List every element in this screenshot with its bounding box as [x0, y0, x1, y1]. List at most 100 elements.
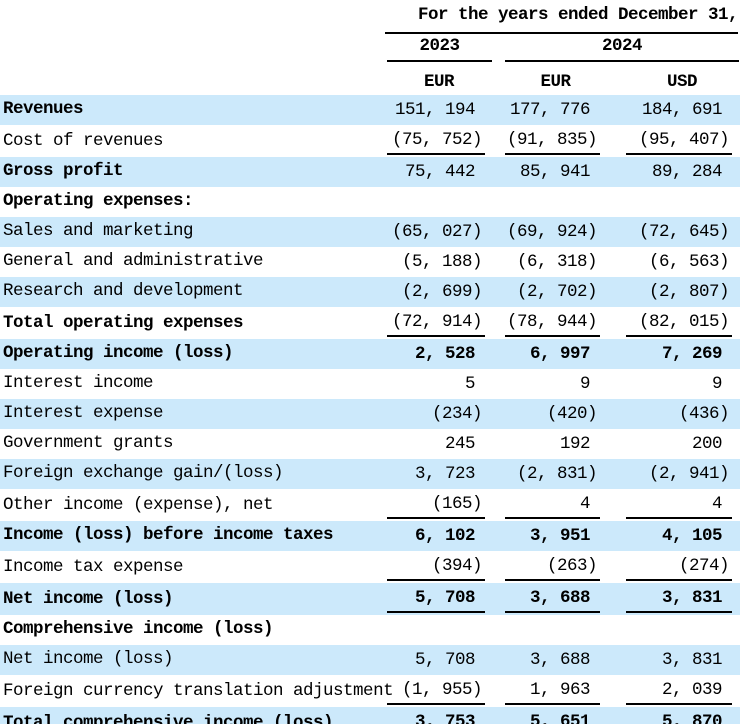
- value-2024-usd: (2, 807): [649, 282, 730, 302]
- column-gap: [608, 615, 624, 645]
- value-2024-usd-cell: (82, 015): [624, 307, 740, 339]
- value-2023-eur: (5, 188): [401, 252, 483, 272]
- value-2024-eur: 9: [579, 374, 591, 394]
- period-header-row: For the years ended December 31,: [0, 0, 740, 34]
- value-2024-usd-cell: (72, 645): [624, 217, 740, 247]
- value-2023-eur-cell: (5, 188): [385, 247, 493, 277]
- row-label-cell: Total comprehensive income (loss): [0, 707, 385, 724]
- currency-header-row: EUR EUR USD: [0, 64, 740, 95]
- value-2024-eur: (263): [505, 553, 600, 581]
- value-2024-eur: 177, 776: [509, 100, 591, 120]
- row-label-cell: Comprehensive income (loss): [0, 615, 385, 645]
- year-2023-cell: 2023: [385, 34, 493, 64]
- year-2024-label: 2024: [505, 34, 740, 62]
- value-2023-eur: [387, 189, 485, 215]
- value-2024-eur: 5, 651: [505, 709, 600, 724]
- value-2024-eur-cell: 3, 688: [503, 645, 608, 675]
- value-2023-eur: 5, 708: [387, 585, 485, 613]
- value-2024-usd: (274): [626, 553, 733, 581]
- value-2024-usd-cell: [624, 187, 740, 217]
- row-label: Total operating expenses: [3, 313, 244, 333]
- column-gap: [493, 307, 503, 339]
- value-2023-eur: 5: [464, 374, 476, 394]
- value-2024-usd: 184, 691: [642, 100, 723, 120]
- value-2023-eur: 75, 442: [404, 162, 476, 182]
- column-gap: [493, 95, 503, 125]
- column-gap: [608, 521, 624, 551]
- value-2024-eur: 85, 941: [519, 162, 591, 182]
- value-2024-eur-cell: 85, 941: [503, 157, 608, 187]
- column-gap: [608, 247, 624, 277]
- row-label-cell: Income tax expense: [0, 551, 385, 583]
- value-2023-eur-cell: (1, 955): [385, 675, 493, 707]
- value-2024-usd: (6, 563): [649, 252, 730, 272]
- value-2024-eur-cell: 5, 651: [503, 707, 608, 724]
- column-gap: [493, 187, 503, 217]
- row-label-cell: Gross profit: [0, 157, 385, 187]
- value-2024-eur-cell: (91, 835): [503, 125, 608, 157]
- value-2024-usd-cell: 200: [624, 429, 740, 459]
- row-label: Interest income: [3, 373, 154, 393]
- column-gap: [608, 459, 624, 489]
- value-2023-eur: (1, 955): [387, 677, 485, 705]
- column-gap: [608, 307, 624, 339]
- column-gap: [493, 583, 503, 615]
- table-row: Cost of revenues (75, 752) (91, 835) (95, 4…: [0, 125, 740, 157]
- column-gap: [608, 157, 624, 187]
- table-row: General and administrative (5, 188) (6, 31…: [0, 247, 740, 277]
- table-row: Operating expenses:: [0, 187, 740, 217]
- value-2024-eur-cell: [503, 187, 608, 217]
- value-2023-eur-cell: 2, 528: [385, 339, 493, 369]
- value-2023-eur: (394): [387, 553, 485, 581]
- row-label: Other income (expense), net: [3, 495, 274, 515]
- value-2023-eur-cell: (75, 752): [385, 125, 493, 157]
- year-2024-cell: 2024: [503, 34, 740, 64]
- row-label-cell: Income (loss) before income taxes: [0, 521, 385, 551]
- value-2024-usd: 4: [626, 491, 733, 519]
- row-label-cell: Research and development: [0, 277, 385, 307]
- table-row: Net income (loss) 5, 708 3, 688 3, 831: [0, 583, 740, 615]
- label-column-spacer: [0, 64, 385, 95]
- currency-2024-eur-label: EUR: [540, 72, 571, 92]
- value-2024-usd-cell: 3, 831: [624, 645, 740, 675]
- row-label-cell: Operating income (loss): [0, 339, 385, 369]
- row-label: Interest expense: [3, 403, 164, 423]
- column-gap: [608, 399, 624, 429]
- row-label: Gross profit: [3, 161, 124, 181]
- column-gap: [608, 95, 624, 125]
- table-row: Total operating expenses (72, 914) (78, 94…: [0, 307, 740, 339]
- column-gap: [608, 583, 624, 615]
- column-gap: [608, 125, 624, 157]
- value-2023-eur: [387, 617, 485, 643]
- value-2024-usd-cell: (6, 563): [624, 247, 740, 277]
- period-header-text: For the years ended December 31,: [385, 0, 739, 34]
- value-2023-eur-cell: 245: [385, 429, 493, 459]
- value-2024-usd-cell: 2, 039: [624, 675, 740, 707]
- row-label-cell: Interest income: [0, 369, 385, 399]
- value-2024-usd: (72, 645): [639, 222, 730, 242]
- column-gap: [493, 247, 503, 277]
- row-label: Comprehensive income (loss): [3, 619, 274, 639]
- column-gap: [608, 339, 624, 369]
- column-gap: [493, 489, 503, 521]
- currency-2024-eur-cell: EUR: [503, 64, 608, 95]
- value-2023-eur-cell: 5, 708: [385, 645, 493, 675]
- value-2023-eur-cell: (2, 699): [385, 277, 493, 307]
- value-2024-usd-cell: 7, 269: [624, 339, 740, 369]
- value-2024-usd: [626, 617, 732, 643]
- column-gap: [493, 369, 503, 399]
- value-2024-eur: 1, 963: [505, 677, 600, 705]
- value-2024-eur-cell: 6, 997: [503, 339, 608, 369]
- table-row: Sales and marketing (65, 027) (69, 924) (72…: [0, 217, 740, 247]
- value-2024-usd: 9: [712, 374, 723, 394]
- value-2023-eur-cell: 151, 194: [385, 95, 493, 125]
- row-label: Foreign exchange gain/(loss): [3, 463, 284, 483]
- row-label-cell: Sales and marketing: [0, 217, 385, 247]
- column-gap: [493, 217, 503, 247]
- value-2024-eur: (6, 318): [516, 252, 598, 272]
- value-2024-eur: (2, 831): [516, 464, 598, 484]
- label-column-spacer: [0, 0, 385, 34]
- value-2023-eur: 2, 528: [414, 344, 476, 364]
- year-2023-label: 2023: [387, 34, 492, 62]
- label-column-spacer: [0, 34, 385, 64]
